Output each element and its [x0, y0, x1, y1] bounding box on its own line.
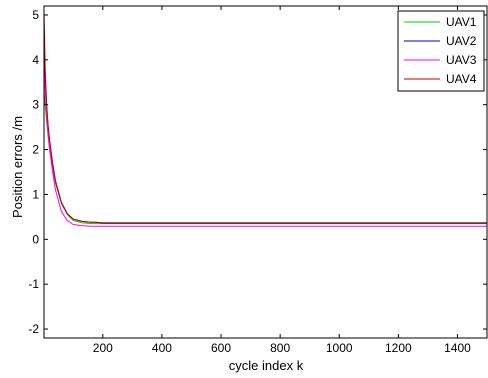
y-tick-label: 3 — [32, 98, 39, 112]
legend: UAV1 UAV2 UAV3 UAV4 — [397, 10, 485, 92]
legend-label-uav3: UAV3 — [446, 53, 477, 67]
x-axis-label: cycle index k — [229, 358, 304, 373]
series-line-uav3 — [43, 73, 487, 227]
ticks-layer: 200 400 600 800 1000 1200 1400 -2 -1 0 1 2 3 4 5 — [28, 6, 487, 355]
x-tick-label: 1000 — [326, 341, 353, 355]
y-tick-label: 4 — [32, 53, 39, 67]
legend-label-uav4: UAV4 — [446, 72, 477, 86]
y-tick-label: 1 — [32, 187, 39, 201]
series-line-uav4 — [43, 10, 487, 224]
x-tick-label: 400 — [152, 341, 172, 355]
x-tick-label: 800 — [270, 341, 290, 355]
y-tick-label: -2 — [28, 322, 39, 336]
y-tick-label: 5 — [32, 8, 39, 22]
y-axis-label: Position errors /m — [10, 116, 25, 218]
x-tick-label: 600 — [211, 341, 231, 355]
y-tick-label: 2 — [32, 143, 39, 157]
series-layer — [43, 10, 487, 227]
legend-box — [397, 10, 485, 92]
y-tick-label: -1 — [28, 277, 39, 291]
y-tick-label: 0 — [32, 232, 39, 246]
legend-label-uav2: UAV2 — [446, 34, 477, 48]
x-tick-label: 200 — [93, 341, 113, 355]
x-tick-label: 1200 — [385, 341, 412, 355]
x-tick-label: 1400 — [444, 341, 471, 355]
axes-layer — [43, 5, 488, 339]
legend-label-uav1: UAV1 — [446, 15, 477, 29]
axes-box — [43, 5, 488, 339]
